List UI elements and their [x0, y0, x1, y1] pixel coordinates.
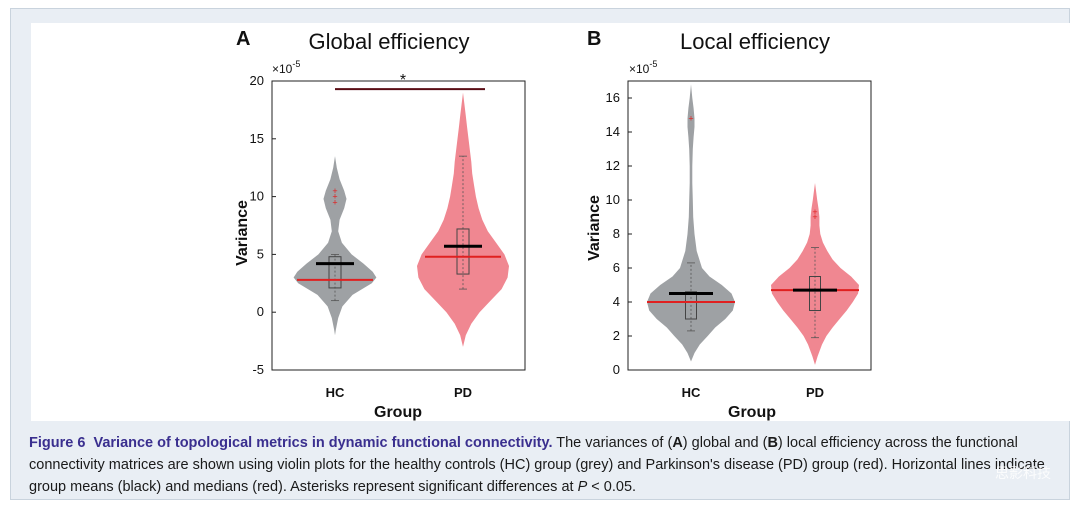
- panel-b-violin-hc: [647, 84, 735, 362]
- panel-b-ytick-label: 2: [613, 328, 620, 343]
- caption-italic-p: P: [577, 479, 588, 495]
- panel-a-title: Global efficiency: [308, 29, 469, 54]
- panel-b-ytick-label: 12: [606, 158, 620, 173]
- panel-a-ytick-label: 5: [257, 246, 264, 261]
- panel-b-outlier-pd: +: [812, 207, 817, 217]
- panel-a-letter: A: [236, 28, 250, 50]
- panel-a-violin-hc: [293, 156, 377, 336]
- panel-b-xlabel: Group: [728, 404, 776, 421]
- panel-a-axes-box: [271, 80, 526, 371]
- panel-b-letter: B: [587, 28, 601, 50]
- panel-a-exponent-power: -5: [292, 59, 300, 69]
- watermark-text: 思影科技: [995, 466, 1051, 482]
- panel-b-ytick-label: 10: [606, 192, 620, 207]
- panel-a-ytick-label: 20: [250, 73, 264, 88]
- panel-b-xtick-pd: PD: [806, 385, 824, 400]
- panel-b-exponent: ×10-5: [629, 59, 657, 76]
- panel-a-ytick-label: 0: [257, 304, 264, 319]
- panel-b-iqr-box-pd: [809, 276, 821, 311]
- caption-label: Figure 6: [29, 435, 86, 451]
- caption-bold-a: A: [672, 435, 683, 451]
- caption-title: Variance of topological metrics in dynam…: [93, 435, 553, 451]
- caption-seg2: ) global and (: [682, 435, 768, 451]
- panel-a-ytick-label: 15: [250, 131, 264, 146]
- panel-a-ytick-label: 10: [250, 189, 264, 204]
- panel-b-outlier-hc: +: [688, 113, 693, 123]
- figure-plot-area: A Global efficiency ×10-5 Variance Group…: [31, 23, 1071, 421]
- caption-seg3: ) local efficiency across the functional…: [29, 435, 1045, 495]
- panel-b-iqr-box-hc: [685, 291, 697, 320]
- panel-a-outlier-hc: +: [332, 192, 337, 202]
- panel-a-xlabel: Group: [374, 404, 422, 421]
- caption-bold-b: B: [767, 435, 778, 451]
- panel-b-axes-box: [627, 80, 872, 371]
- panel-b-exponent-power: -5: [649, 59, 657, 69]
- panel-a-iqr-box-hc: [328, 256, 342, 289]
- panel-a-ytick-label: -5: [252, 362, 264, 377]
- caption-seg1: The variances of (: [552, 435, 673, 451]
- panel-a-exponent-base: ×10: [272, 62, 293, 76]
- figure-frame: A Global efficiency ×10-5 Variance Group…: [10, 8, 1071, 500]
- caption-seg4: < 0.05.: [587, 479, 637, 495]
- panel-b-exponent-base: ×10: [629, 62, 650, 76]
- panel-a-outlier-hc: +: [332, 197, 337, 207]
- panel-a-iqr-box-pd: [456, 228, 470, 275]
- panel-b-ytick-label: 0: [613, 362, 620, 377]
- panel-b-title: Local efficiency: [680, 29, 830, 54]
- panel-a-outlier-hc: +: [332, 186, 337, 196]
- panel-b-violin-pd: [771, 183, 859, 365]
- panel-b-xtick-hc: HC: [682, 385, 701, 400]
- panel-a-exponent: ×10-5: [272, 59, 300, 76]
- panel-b-ytick-label: 6: [613, 260, 620, 275]
- panel-b-outlier-pd: +: [812, 212, 817, 222]
- figure-svg: A Global efficiency ×10-5 Variance Group…: [234, 28, 872, 421]
- panel-b-ytick-label: 8: [613, 226, 620, 241]
- panel-b-ylabel: Variance: [586, 195, 603, 261]
- panel-a-significance-star: *: [400, 72, 406, 89]
- panel-a-ylabel: Variance: [234, 200, 251, 266]
- panel-b-ytick-label: 14: [606, 124, 620, 139]
- figure-caption: Figure 6 Variance of topological metrics…: [29, 432, 1059, 498]
- panel-b-ytick-label: 4: [613, 294, 620, 309]
- panel-a-xtick-hc: HC: [326, 385, 345, 400]
- panel-a-xtick-pd: PD: [454, 385, 472, 400]
- panel-b-ytick-label: 16: [606, 90, 620, 105]
